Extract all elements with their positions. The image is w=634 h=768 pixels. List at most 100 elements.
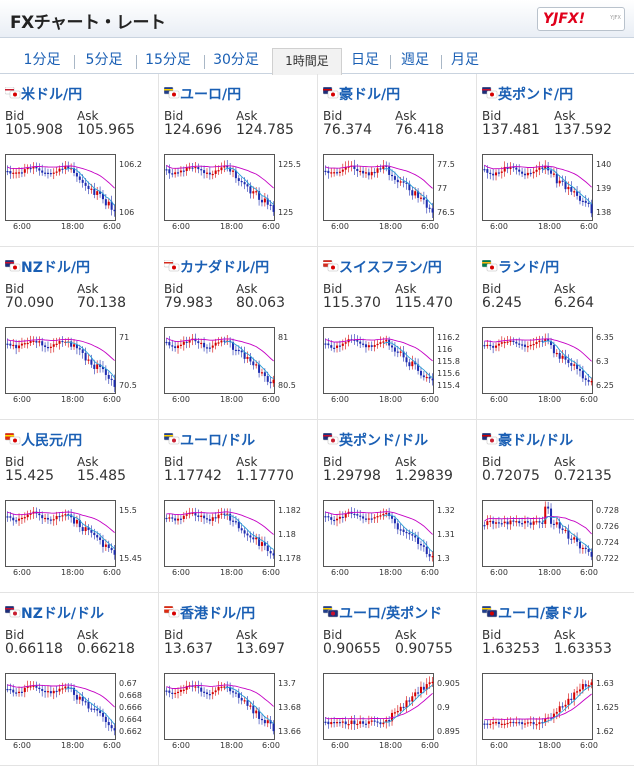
rate-card[interactable]: カナダドル/円 Bid Ask 79.983 80.063 81 80.5 6:00 18:00… [159, 247, 318, 420]
candle-down [483, 345, 486, 347]
candle-down [393, 347, 396, 352]
ask-value: 76.418 [395, 122, 444, 138]
candle-up [500, 723, 503, 725]
candle-up [347, 724, 350, 726]
bid-value: 115.370 [323, 295, 381, 311]
price-chart[interactable]: 77.5 77 76.5 6:00 18:00 6:00 [323, 154, 471, 229]
candle-up [344, 342, 347, 344]
price-chart[interactable]: 1.182 1.18 1.178 6:00 18:00 6:00 [164, 500, 312, 575]
pair-link[interactable]: ランド/円 [481, 257, 559, 277]
tab-weekly[interactable]: 週足 [401, 52, 429, 68]
pair-link[interactable]: スイスフラン/円 [322, 257, 442, 277]
yjfx-logo[interactable]: YJFX! YJFX [537, 7, 625, 31]
candle-down [81, 527, 84, 532]
price-chart[interactable]: 125.5 125 6:00 18:00 6:00 [164, 154, 312, 229]
bid-value: 1.29798 [323, 468, 381, 484]
candle-up [344, 513, 347, 518]
rate-card[interactable]: 豪ドル/円 Bid Ask 76.374 76.418 77.5 77 76.5 6:00 18:… [318, 74, 477, 247]
pair-link[interactable]: 人民元/円 [4, 430, 82, 450]
pair-link[interactable]: カナダドル/円 [163, 257, 269, 277]
candle-down [240, 350, 243, 353]
price-chart[interactable]: 6.35 6.3 6.25 6:00 18:00 6:00 [482, 327, 630, 402]
candle-down [12, 689, 15, 693]
candle-up [555, 522, 558, 525]
candle-down [78, 348, 81, 350]
candle-down [333, 347, 336, 349]
candle-down [99, 191, 102, 194]
pair-link[interactable]: 豪ドル/ドル [481, 430, 573, 450]
price-chart[interactable]: 116.2 116 115.8 115.6 115.4 6:00 18:00 6:00 [323, 327, 471, 402]
rate-card[interactable]: ユーロ/ドル Bid Ask 1.17742 1.17770 1.182 1.18 1.178… [159, 420, 318, 593]
pair-link[interactable]: 英ポンド/円 [481, 84, 573, 104]
price-chart[interactable]: 140 139 138 6:00 18:00 6:00 [482, 154, 630, 229]
pair-link[interactable]: 米ドル/円 [4, 84, 82, 104]
candle-down [550, 170, 553, 174]
tab-30min[interactable]: 30分足 [213, 52, 259, 68]
candle-down [165, 690, 168, 692]
tab-1hour[interactable]: 1時間足 [272, 48, 342, 75]
candle-down [521, 344, 524, 346]
ask-value: 124.785 [236, 122, 294, 138]
candle-down [70, 341, 73, 347]
price-chart[interactable]: 71 70.5 6:00 18:00 6:00 [5, 327, 153, 402]
tab-1min[interactable]: 1分足 [23, 52, 61, 68]
rate-card[interactable]: ランド/円 Bid Ask 6.245 6.264 6.35 6.3 6.25 6:00 18:0… [477, 247, 634, 420]
moving-average-short [542, 340, 592, 379]
candle-down [208, 694, 211, 696]
tab-5min[interactable]: 5分足 [85, 52, 123, 68]
candle-down [492, 345, 495, 348]
tab-15min[interactable]: 15分足 [145, 52, 191, 68]
price-chart[interactable]: 0.905 0.9 0.895 6:00 18:00 6:00 [323, 673, 471, 748]
rate-card[interactable]: ユーロ/豪ドル Bid Ask 1.63253 1.63353 1.63 1.625 1.62… [477, 593, 634, 766]
rate-card[interactable]: 米ドル/円 Bid Ask 105.908 105.965 106.2 106 6:00 18:… [0, 74, 159, 247]
pair-link[interactable]: ユーロ/円 [163, 84, 241, 104]
candle-up [590, 682, 593, 686]
x-tick-label: 6:00 [103, 395, 121, 402]
price-chart[interactable]: 106.2 106 6:00 18:00 6:00 [5, 154, 153, 229]
candle-up [29, 513, 32, 515]
y-tick-label: 0.895 [437, 727, 460, 736]
price-chart[interactable]: 15.5 15.45 6:00 18:00 6:00 [5, 500, 153, 575]
pair-link[interactable]: 豪ドル/円 [322, 84, 400, 104]
bid-value: 70.090 [5, 295, 54, 311]
candle-up [552, 713, 555, 718]
candle-down [177, 172, 180, 174]
price-chart[interactable]: 0.728 0.726 0.724 0.722 6:00 18:00 6:00 [482, 500, 630, 575]
candle-down [229, 513, 232, 521]
rate-card[interactable]: 香港ドル/円 Bid Ask 13.637 13.697 13.7 13.68 13.66 6:… [159, 593, 318, 766]
candle-down [168, 341, 171, 346]
price-chart[interactable]: 81 80.5 6:00 18:00 6:00 [164, 327, 312, 402]
price-chart[interactable]: 1.32 1.31 1.3 6:00 18:00 6:00 [323, 500, 471, 575]
rate-card[interactable]: 英ポンド/円 Bid Ask 137.481 137.592 140 139 138 6:00 1… [477, 74, 634, 247]
candle-down [570, 698, 573, 700]
price-chart[interactable]: 1.63 1.625 1.62 6:00 18:00 6:00 [482, 673, 630, 748]
pair-link[interactable]: NZドル/円 [4, 257, 90, 277]
price-chart[interactable]: 13.7 13.68 13.66 6:00 18:00 6:00 [164, 673, 312, 748]
bid-value: 6.245 [482, 295, 523, 311]
tab-daily[interactable]: 日足 [351, 52, 379, 68]
pair-link[interactable]: ユーロ/ドル [163, 430, 255, 450]
rate-card[interactable]: 豪ドル/ドル Bid Ask 0.72075 0.72135 0.728 0.726 0.72… [477, 420, 634, 593]
bid-label: Bid [323, 628, 343, 642]
price-chart[interactable]: 0.67 0.668 0.666 0.664 0.662 6:00 18:00 6:00 [5, 673, 153, 748]
y-tick-label: 77.5 [437, 160, 455, 169]
rate-card[interactable]: ユーロ/英ポンド Bid Ask 0.90655 0.90755 0.905 0.9 0.89… [318, 593, 477, 766]
candle-up [32, 166, 35, 169]
pair-link[interactable]: 香港ドル/円 [163, 603, 255, 623]
rate-card[interactable]: ユーロ/円 Bid Ask 124.696 124.785 125.5 125 6:00 18:… [159, 74, 318, 247]
pair-link[interactable]: 英ポンド/ドル [322, 430, 428, 450]
tab-monthly[interactable]: 月足 [451, 52, 479, 68]
rate-card[interactable]: NZドル/ドル Bid Ask 0.66118 0.66218 0.67 0.668 0.66… [0, 593, 159, 766]
candle-up [509, 340, 512, 343]
rate-card[interactable]: 人民元/円 Bid Ask 15.425 15.485 15.5 15.45 6:00 18:0… [0, 420, 159, 593]
pair-link[interactable]: NZドル/ドル [4, 603, 104, 623]
candle-up [506, 722, 509, 725]
candle-down [81, 349, 84, 353]
rate-card[interactable]: 英ポンド/ドル Bid Ask 1.29798 1.29839 1.32 1.31 1.3 6:… [318, 420, 477, 593]
bid-value: 76.374 [323, 122, 372, 138]
pair-link[interactable]: ユーロ/豪ドル [481, 603, 587, 623]
rate-card[interactable]: スイスフラン/円 Bid Ask 115.370 115.470 116.2 116 115.… [318, 247, 477, 420]
rate-card[interactable]: NZドル/円 Bid Ask 70.090 70.138 71 70.5 6:00 18:00 6… [0, 247, 159, 420]
pair-link[interactable]: ユーロ/英ポンド [322, 603, 442, 623]
candle-up [58, 340, 61, 344]
